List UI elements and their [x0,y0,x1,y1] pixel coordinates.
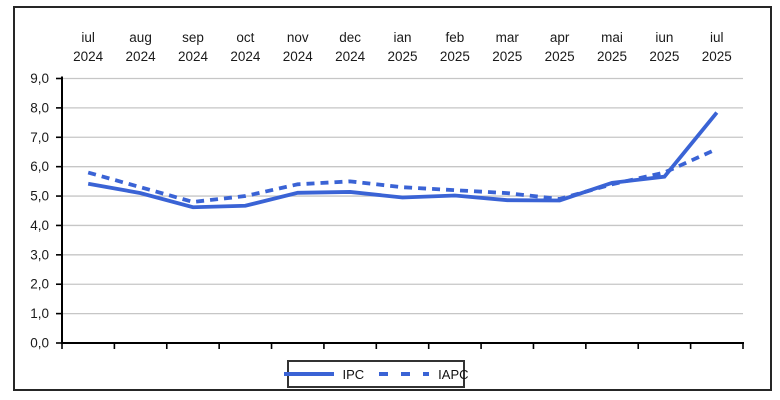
x-axis-label: dec 2024 [335,30,366,64]
legend-item-iapc: IAPC [379,366,469,382]
x-axis-label: iul 2024 [73,30,104,64]
dashed-line-icon [379,372,430,376]
x-axis-label: aug 2024 [126,30,157,64]
solid-line-icon [283,372,334,376]
legend-item-ipc: IPC [283,366,365,382]
x-axis-label: oct 2024 [230,30,261,64]
series-line-ipc [87,111,719,210]
y-axis-label: 7,0 [30,130,49,145]
y-axis-label: 1,0 [30,306,49,321]
x-axis-label: iun 2025 [649,30,679,64]
y-axis-label: 6,0 [30,159,49,174]
x-axis-label: sep 2024 [178,30,209,64]
y-axis-label: 0,0 [30,336,49,351]
y-axis-label: 8,0 [30,100,49,115]
x-axis-label: iul 2025 [702,30,732,64]
x-axis-label: apr 2025 [545,30,575,64]
x-axis-label: nov 2024 [283,30,314,64]
chart-frame [13,6,772,391]
y-axis-label: 3,0 [30,247,49,262]
y-axis-label: 2,0 [30,277,49,292]
chart-legend: IPC IAPC [283,360,469,388]
x-axis-label: feb 2025 [440,30,470,64]
y-axis-label: 9,0 [30,71,49,86]
series-line-iapc [87,147,718,204]
legend-label-iapc: IAPC [438,366,469,382]
x-axis-label: mai 2025 [597,30,627,64]
y-axis-label: 5,0 [30,189,49,204]
x-axis-label: ian 2025 [387,30,417,64]
legend-label-ipc: IPC [342,366,365,382]
x-axis-label: mar 2025 [492,30,522,64]
y-axis-label: 4,0 [30,218,49,233]
